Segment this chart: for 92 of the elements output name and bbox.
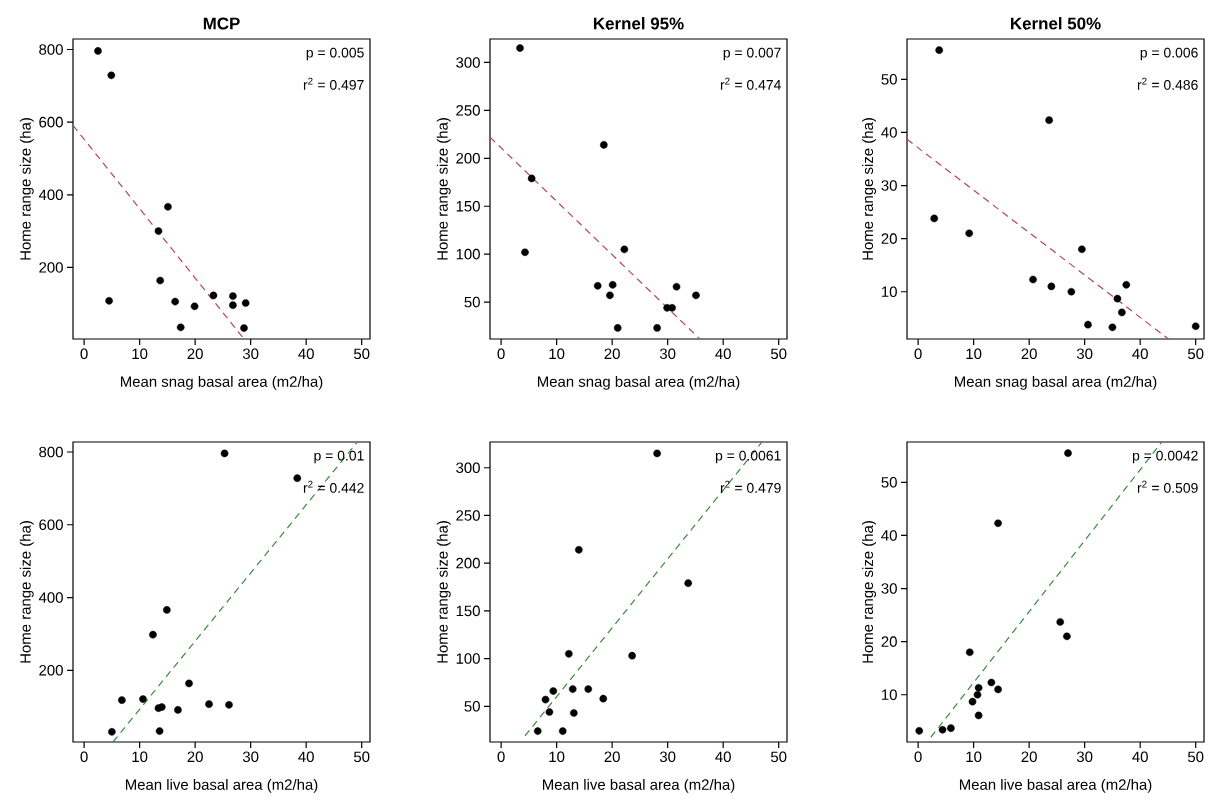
x-tick-label: 50	[770, 751, 787, 763]
annotation: p = 0.0061	[715, 450, 781, 464]
y-tick-label: 40	[881, 530, 897, 541]
y-tick-label: 200	[39, 262, 63, 273]
y-tick-label: 20	[881, 233, 897, 244]
x-tick-label: 20	[1021, 751, 1037, 763]
y-tick-label: 50	[464, 296, 480, 308]
y-tick-label: 10	[882, 286, 897, 298]
x-tick-label: 40	[1132, 751, 1148, 763]
x-tick-label: 40	[298, 348, 314, 360]
y-tick-label: 400	[38, 592, 63, 603]
y-tick-label: 800	[39, 446, 63, 458]
x-tick-label: 20	[1021, 348, 1037, 360]
y-tick-label: 400	[38, 189, 63, 201]
x-tick-label: 0	[497, 751, 505, 763]
x-axis-title: Mean snag basal area (m2/ha)	[954, 375, 1157, 390]
y-tick-label: 600	[39, 116, 63, 128]
x-tick-label: 10	[549, 751, 565, 763]
y-tick-label: 50	[464, 701, 480, 712]
annotation: r$^{2}$ = 0.486	[1137, 77, 1198, 90]
y-tick-label: 150	[456, 605, 480, 617]
x-tick-label: 30	[242, 751, 259, 763]
x-tick-label: 10	[966, 348, 982, 360]
x-tick-label: 0	[80, 751, 88, 763]
x-tick-label: 0	[914, 751, 922, 763]
chart-title: Kernel 95%	[594, 17, 684, 30]
y-tick-label: 50	[881, 74, 897, 85]
y-axis-title: Home range size (ha)	[19, 118, 34, 260]
y-axis-title: Home range size (ha)	[436, 521, 451, 663]
y-tick-label: 250	[456, 510, 480, 521]
annotation: p = 0.007	[723, 47, 781, 61]
annotation: p = 0.0042	[1132, 450, 1198, 464]
y-tick-label: 100	[456, 653, 480, 664]
annotation: p = 0.01	[314, 450, 364, 464]
x-tick-label: 10	[132, 751, 148, 763]
x-tick-label: 50	[353, 348, 370, 360]
x-tick-label: 20	[604, 751, 620, 763]
x-tick-label: 30	[1076, 751, 1093, 763]
x-tick-label: 0	[80, 348, 88, 360]
y-axis-title: Home range size (ha)	[19, 521, 34, 663]
x-tick-label: 40	[1132, 348, 1148, 360]
x-tick-label: 40	[298, 751, 314, 763]
x-tick-label: 50	[1187, 751, 1204, 763]
y-axis-title: Home range size (ha)	[862, 521, 877, 663]
y-tick-label: 30	[881, 583, 897, 594]
x-tick-label: 30	[1076, 348, 1093, 360]
x-tick-label: 50	[353, 751, 370, 763]
x-tick-label: 10	[549, 348, 565, 360]
y-tick-label: 30	[881, 180, 897, 191]
y-tick-label: 300	[456, 57, 480, 68]
x-tick-label: 50	[770, 348, 787, 360]
y-tick-label: 200	[456, 153, 480, 164]
y-tick-label: 300	[456, 462, 480, 474]
y-tick-label: 100	[456, 248, 480, 260]
annotation: r$^{2}$ = 0.497	[303, 77, 364, 90]
y-tick-label: 20	[881, 636, 897, 647]
y-tick-label: 50	[881, 477, 897, 488]
x-tick-label: 20	[187, 348, 203, 360]
annotation: r$^{2}$ = 0.474	[720, 77, 781, 90]
y-tick-label: 40	[881, 127, 897, 138]
x-tick-label: 0	[497, 348, 505, 360]
x-axis-title: Mean live basal area (m2/ha)	[125, 778, 318, 793]
x-tick-label: 40	[715, 751, 731, 763]
y-tick-label: 10	[882, 689, 897, 701]
x-tick-label: 30	[659, 751, 676, 763]
x-tick-label: 20	[187, 751, 203, 763]
x-axis-title: Mean live basal area (m2/ha)	[959, 778, 1152, 793]
x-axis-title: Mean live basal area (m2/ha)	[542, 778, 735, 793]
y-axis-title: Home range size (ha)	[436, 118, 451, 260]
annotation: r$^{2}$ = 0.479	[720, 480, 781, 493]
y-tick-label: 600	[39, 519, 63, 531]
x-tick-label: 20	[604, 348, 620, 360]
x-tick-label: 30	[659, 348, 676, 360]
annotation: p = 0.006	[1140, 47, 1198, 61]
x-tick-label: 50	[1187, 348, 1204, 360]
x-tick-label: 40	[715, 348, 731, 360]
x-tick-label: 30	[242, 348, 259, 360]
y-axis-title: Home range size (ha)	[862, 118, 877, 260]
x-tick-label: 0	[914, 348, 922, 360]
y-tick-label: 200	[456, 557, 480, 569]
x-tick-label: 10	[966, 751, 982, 763]
x-axis-title: Mean snag basal area (m2/ha)	[537, 375, 740, 390]
chart-title: Kernel 50%	[1011, 17, 1101, 30]
y-tick-label: 150	[456, 200, 480, 212]
chart-title: MCP	[203, 17, 240, 30]
y-tick-label: 800	[39, 44, 63, 55]
x-axis-title: Mean snag basal area (m2/ha)	[120, 375, 323, 390]
annotation: r$^{2}$ = 0.509	[1137, 480, 1198, 493]
y-tick-label: 200	[39, 665, 63, 676]
annotation: p = 0.005	[306, 47, 364, 61]
x-tick-label: 10	[132, 348, 148, 360]
y-tick-label: 250	[456, 105, 480, 116]
